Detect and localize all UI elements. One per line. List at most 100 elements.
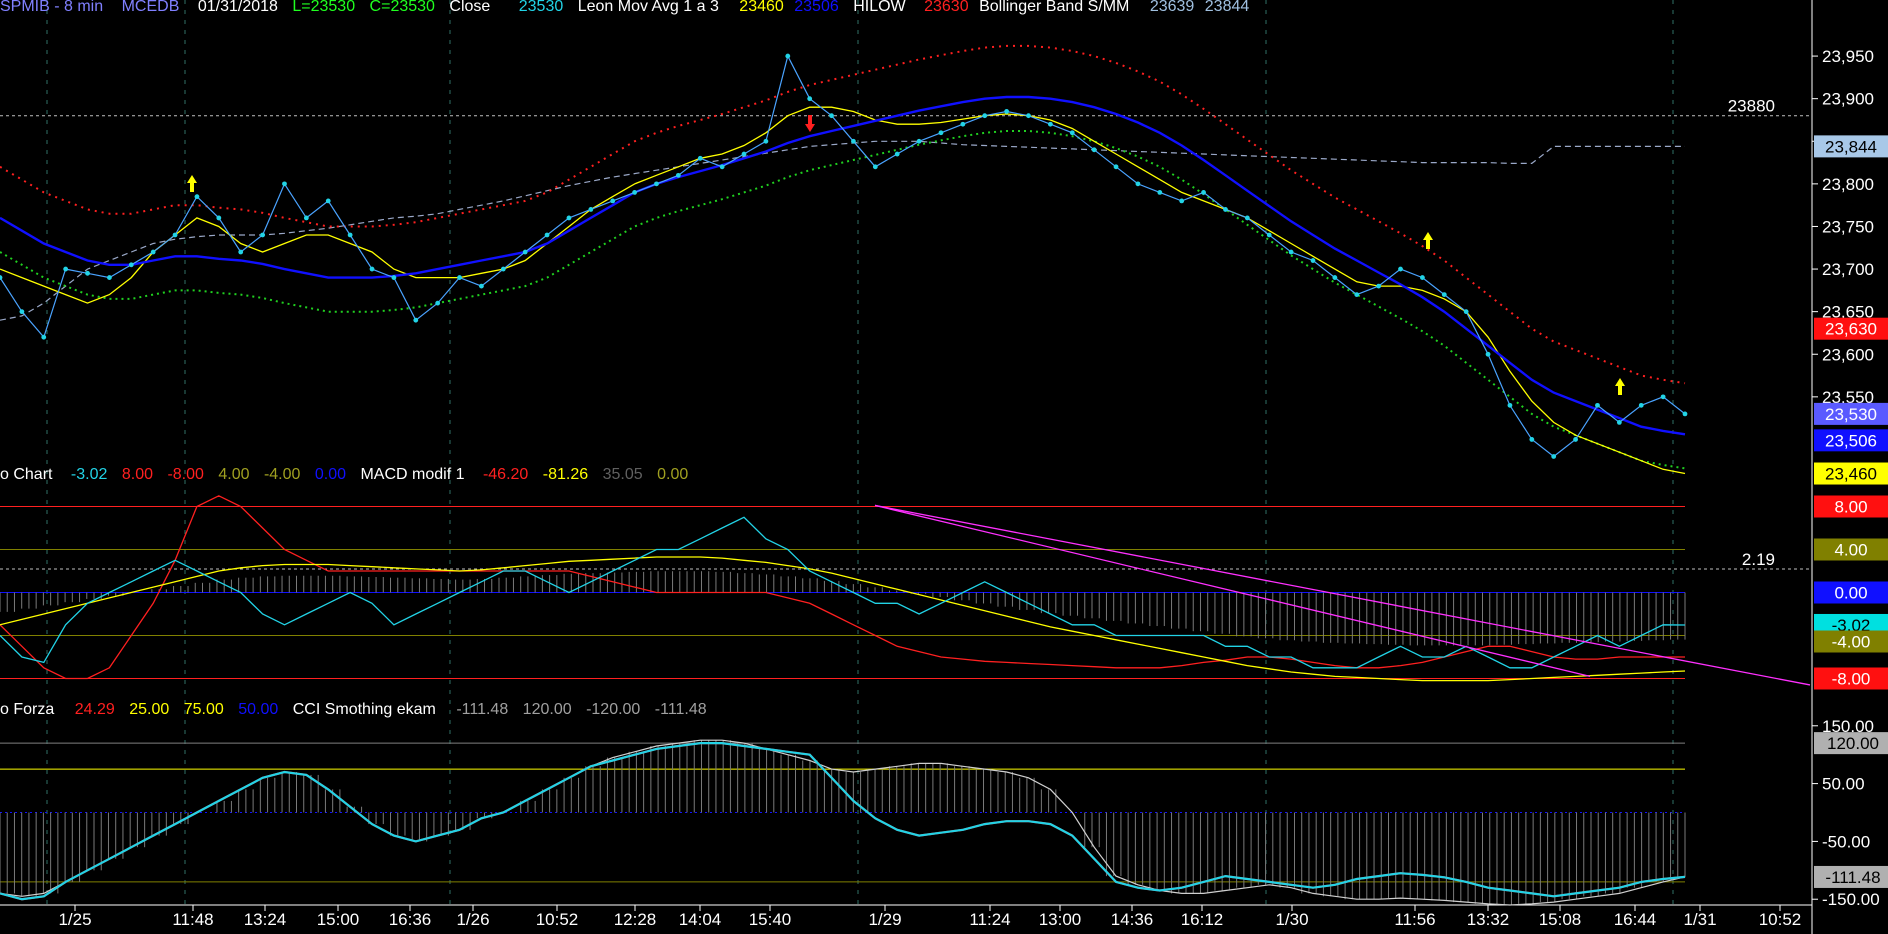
trendline bbox=[874, 504, 1811, 686]
close-dot bbox=[0, 275, 3, 280]
down-arrow-icon bbox=[805, 115, 815, 132]
close-dot bbox=[544, 232, 550, 238]
time-tick-label: 14:04 bbox=[679, 910, 722, 929]
mid-v4: 4.00 bbox=[218, 466, 250, 483]
close-dot bbox=[1485, 351, 1491, 357]
close-dot bbox=[1529, 437, 1535, 442]
close-dot bbox=[654, 181, 659, 187]
ma-v1: 23460 bbox=[739, 0, 784, 15]
close-dot bbox=[479, 283, 484, 289]
low-tick-label: -150.00 bbox=[1822, 890, 1880, 909]
close-dot bbox=[982, 113, 988, 119]
mid-badge bbox=[1814, 613, 1888, 636]
price-badge-label: 23,530 bbox=[1825, 405, 1877, 424]
price-tick-label: 23,600 bbox=[1822, 345, 1874, 364]
bollinger-line bbox=[0, 140, 1685, 321]
time-tick-label: 10:52 bbox=[536, 910, 579, 929]
time-tick-label: 15:08 bbox=[1539, 910, 1582, 929]
time-tick-label: 11:24 bbox=[969, 910, 1010, 929]
close-dot bbox=[1660, 394, 1666, 400]
close-dot bbox=[610, 198, 616, 204]
close-dot bbox=[369, 266, 375, 272]
close-dot bbox=[675, 172, 681, 178]
time-tick-label: 10:52 bbox=[1759, 910, 1802, 929]
close-dot bbox=[1201, 189, 1206, 195]
close-value: C=23530 bbox=[369, 0, 435, 15]
close-dot bbox=[85, 270, 90, 276]
mid-badge-label: -3.02 bbox=[1832, 616, 1871, 635]
close-dot bbox=[63, 266, 69, 272]
close-dot bbox=[719, 164, 725, 170]
up-arrow-icon bbox=[1615, 378, 1625, 395]
close-dot bbox=[938, 130, 944, 136]
close-dot bbox=[763, 138, 769, 144]
low-v3: 75.00 bbox=[183, 701, 224, 718]
price-badge bbox=[1814, 462, 1888, 485]
bb-v1: 23639 bbox=[1149, 0, 1195, 15]
low-badge-label: 120.00 bbox=[1827, 734, 1879, 753]
time-tick-label: 15:00 bbox=[317, 910, 360, 929]
source-label: MCEDB bbox=[121, 0, 180, 15]
close-dot bbox=[1047, 121, 1053, 127]
close-dot bbox=[916, 138, 922, 144]
mid-v3: -8.00 bbox=[167, 466, 204, 483]
close-dot bbox=[697, 155, 703, 161]
red-dotted-line bbox=[0, 44, 1686, 385]
hilow-label: HILOW bbox=[853, 0, 906, 15]
macd-v1: -46.20 bbox=[482, 466, 529, 483]
time-tick-label: 1/31 bbox=[1683, 910, 1716, 929]
low-badge bbox=[1814, 732, 1888, 755]
mid-v5: -4.00 bbox=[263, 466, 301, 483]
price-badge bbox=[1814, 135, 1888, 158]
mid-v1: -3.02 bbox=[70, 466, 108, 483]
close-dot bbox=[566, 215, 572, 221]
low-name: o Forza bbox=[0, 701, 55, 718]
low-value: L=23530 bbox=[292, 0, 356, 15]
close-dot bbox=[807, 96, 813, 102]
cci-label: CCI Smothing ekam bbox=[292, 701, 436, 718]
close-val: 23530 bbox=[518, 0, 564, 15]
green-dotted-line bbox=[0, 130, 1686, 470]
time-tick-label: 16:12 bbox=[1181, 910, 1224, 929]
price-badge-label: 23,460 bbox=[1825, 465, 1877, 484]
close-dot bbox=[960, 121, 966, 127]
close-dot bbox=[107, 275, 112, 280]
close-dot bbox=[1638, 402, 1644, 408]
close-dot bbox=[741, 151, 747, 157]
low-tick-label: -50.00 bbox=[1822, 832, 1870, 851]
time-tick-label: 16:44 bbox=[1614, 910, 1657, 929]
close-dot bbox=[282, 181, 287, 187]
close-dot bbox=[522, 249, 528, 255]
price-badge-label: 23,506 bbox=[1825, 431, 1877, 450]
price-tick-label: 23,950 bbox=[1822, 47, 1874, 66]
mid-badge-label: 4.00 bbox=[1834, 541, 1867, 560]
close-dot bbox=[1135, 181, 1141, 187]
close-dot bbox=[128, 262, 134, 268]
close-dot bbox=[1113, 164, 1119, 170]
close-dot bbox=[1244, 215, 1250, 221]
time-tick-label: 12:28 bbox=[614, 910, 657, 929]
close-dot bbox=[216, 215, 222, 221]
close-dot bbox=[347, 232, 353, 238]
macd-v3: 35.05 bbox=[602, 466, 643, 483]
close-dot bbox=[1157, 189, 1163, 195]
close-dot bbox=[872, 164, 878, 170]
price-tick-label: 23,650 bbox=[1822, 303, 1874, 322]
macd-label: MACD modif 1 bbox=[360, 466, 465, 483]
ma-label: Leon Mov Avg 1 a 3 bbox=[577, 0, 719, 15]
mid-badge bbox=[1814, 667, 1888, 690]
symbol-label: SPMIB - 8 min bbox=[0, 0, 104, 15]
low-badge-label: -111.48 bbox=[1825, 868, 1880, 887]
time-tick-label: 14:36 bbox=[1111, 910, 1154, 929]
macd-v2: -81.26 bbox=[542, 466, 589, 483]
close-dot bbox=[1354, 292, 1360, 298]
close-dot bbox=[500, 266, 506, 272]
macd-line bbox=[0, 516, 1686, 669]
time-tick-label: 13:32 bbox=[1467, 910, 1510, 929]
time-tick-label: 1/30 bbox=[1275, 910, 1308, 929]
low-badge bbox=[1814, 865, 1888, 888]
time-tick-label: 13:00 bbox=[1039, 910, 1082, 929]
close-line bbox=[0, 54, 1686, 458]
time-tick-label: 11:56 bbox=[1394, 910, 1435, 929]
